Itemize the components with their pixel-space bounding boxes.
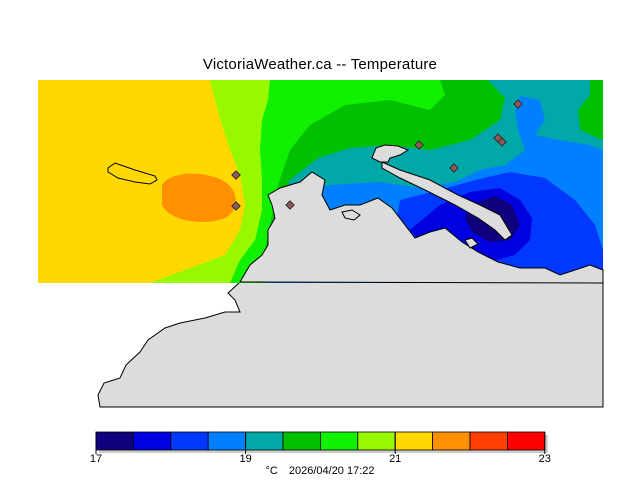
legend-swatch xyxy=(170,431,209,451)
legend-swatch xyxy=(95,431,134,451)
legend-timestamp: 2026/04/20 17:22 xyxy=(288,465,375,477)
legend-swatch xyxy=(207,431,246,451)
station-marker xyxy=(285,200,295,210)
land-overlay xyxy=(239,171,604,284)
legend-swatch xyxy=(132,431,172,451)
island-inlet xyxy=(341,209,479,249)
legend-tick-label: 21 xyxy=(389,453,402,465)
map-title: VictoriaWeather.ca -- Temperature xyxy=(202,56,438,73)
island-west xyxy=(107,162,158,185)
station-marker xyxy=(449,163,459,173)
legend-unit: °C xyxy=(265,465,278,477)
legend-swatch xyxy=(319,431,359,451)
legend-swatch xyxy=(432,431,471,451)
legend-swatch xyxy=(245,431,284,451)
legend-tick-label: 23 xyxy=(538,453,551,465)
spit-peninsula xyxy=(371,144,513,241)
legend-swatch xyxy=(394,431,434,451)
legend-swatch xyxy=(506,431,546,451)
station-marker xyxy=(231,170,241,180)
legend-caption: °C 2026/04/20 17:22 xyxy=(0,465,640,477)
legend-swatch xyxy=(282,431,321,451)
station-markers xyxy=(231,99,523,211)
station-marker xyxy=(497,137,507,147)
station-marker xyxy=(513,99,523,109)
station-marker xyxy=(414,140,424,150)
legend-swatch xyxy=(469,431,508,451)
legend-swatch xyxy=(357,431,396,451)
legend-tick-label: 19 xyxy=(239,453,252,465)
station-marker xyxy=(231,201,241,211)
warm-pocket xyxy=(162,173,236,222)
legend-tick-label: 17 xyxy=(89,453,103,465)
